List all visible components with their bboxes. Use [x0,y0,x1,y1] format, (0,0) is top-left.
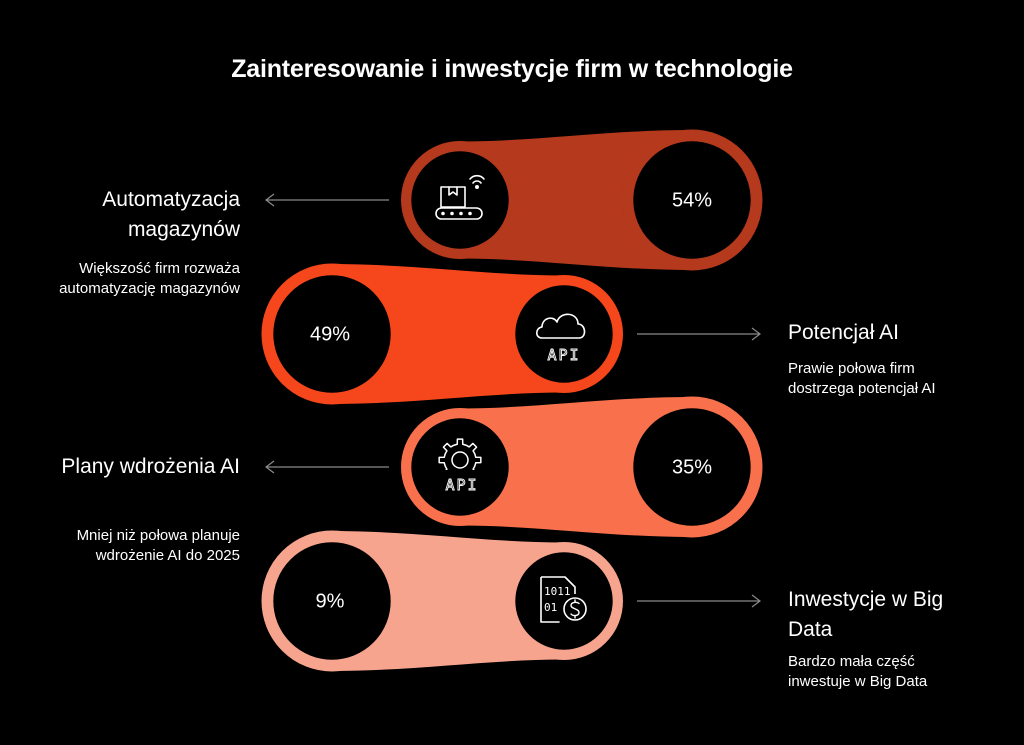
arrow-left-1 [265,193,389,207]
connector-row-1: 54% [265,129,763,271]
ring-large-inner-1 [633,141,751,259]
desc-potencjal-ai: Prawie połowa firm dostrzega potencjał A… [788,360,936,397]
ring-small-inner-2 [515,285,613,383]
gear-api-icon: API [438,438,482,494]
ring-large-inner-4 [273,542,391,660]
page-title: Zainteresowanie i inwestycje firm w tech… [231,55,793,83]
data-bits-bottom: 01 [544,601,557,614]
ring-large-inner-2 [273,275,391,393]
ring-small-inner-1 [411,151,509,249]
desc-automatyzacja-magazynow: Większość firm rozważa automatyzację mag… [59,260,240,297]
connector-row-4: 9% 1011 01 [261,530,761,672]
arrow-left-3 [265,460,389,474]
connector-row-3: 35% API [265,396,763,538]
percent-label-4: 9% [316,590,345,612]
label-automatyzacja-magazynow: Automatyzacja magazynów [102,188,240,241]
arrow-right-2 [637,327,761,341]
percent-label-2: 49% [310,323,350,345]
label-plany-wdrozenia-ai: Plany wdrożenia AI [61,455,240,478]
percent-label-1: 54% [672,189,712,211]
desc-inwestycje-big-data: Bardzo mała część inwestuje w Big Data [788,653,928,690]
cloud-api-text: API [547,346,580,364]
label-potencjal-ai: Potencjał AI [788,321,899,344]
ring-small-inner-3 [411,418,509,516]
ring-small-inner-4 [515,552,613,650]
data-sd-card-dollar-icon: 1011 01 [540,576,587,623]
conveyor-package-wifi-icon [435,174,485,220]
desc-plany-wdrozenia-ai: Mniej niż połowa planuje wdrożenie AI do… [76,527,240,564]
cloud-api-icon: API [535,313,586,364]
connector-row-2: 49% API [261,263,761,405]
arrow-right-4 [637,594,761,608]
gear-api-text: API [445,476,478,494]
percent-label-3: 35% [672,456,712,478]
ring-large-inner-3 [633,408,751,526]
label-inwestycje-big-data: Inwestycje w Big Data [788,588,944,641]
data-bits-top: 1011 [544,585,571,598]
